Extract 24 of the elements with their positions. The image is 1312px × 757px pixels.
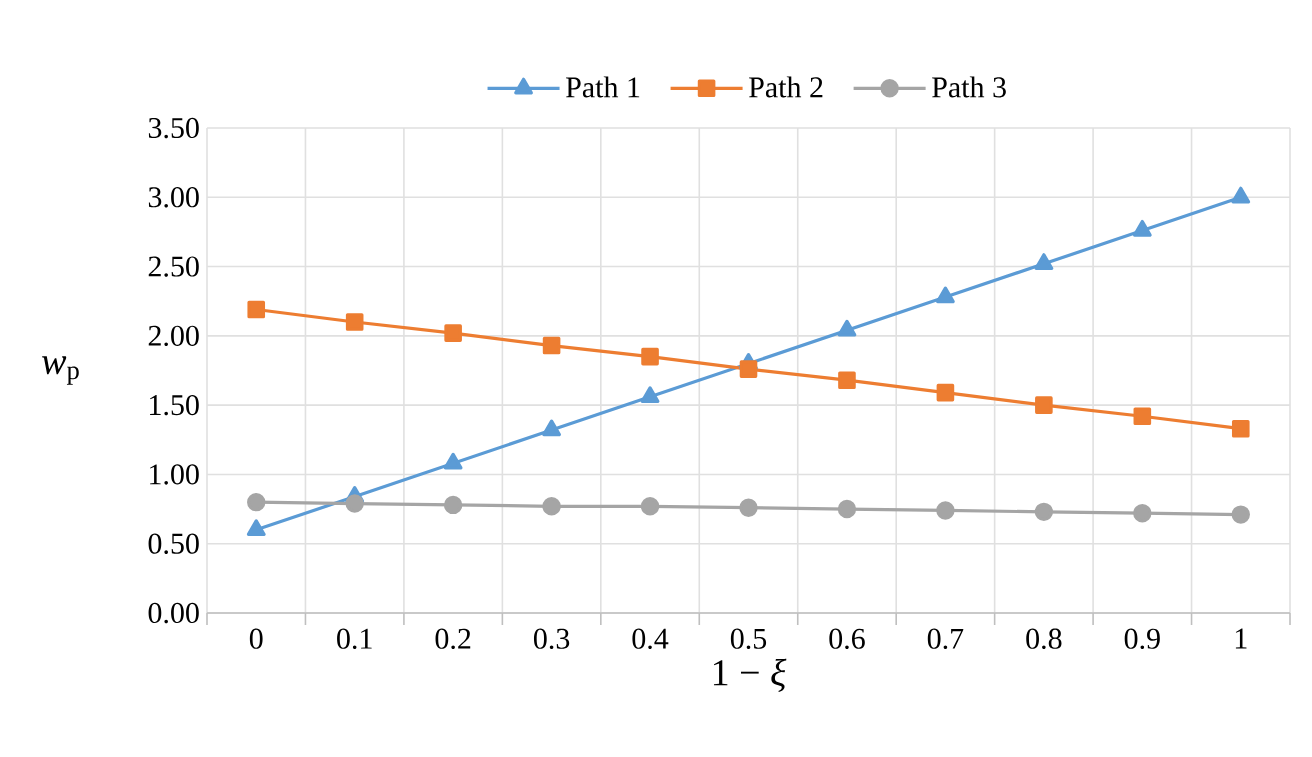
- x-tick-label: 0.3: [533, 628, 570, 649]
- legend-label: Path 1: [566, 76, 640, 98]
- x-tick-label: 0.1: [337, 628, 372, 649]
- y-tick-label: 3.00: [148, 187, 199, 208]
- x-tick-label: 0.6: [829, 628, 865, 649]
- y-tick-label: 3.50: [148, 117, 199, 139]
- x-tick-label: 0.8: [1026, 628, 1062, 649]
- legend-label: Path 3: [932, 76, 1006, 98]
- y-tick-label: 2.50: [148, 256, 199, 277]
- y-axis-title: w$_{p}$: [42, 356, 79, 385]
- y-tick-label: 1.00: [150, 464, 199, 485]
- x-axis-title: 1 − ξ: [713, 658, 787, 692]
- x-tick-label: 0: [249, 628, 263, 649]
- y-tick-label: 0.50: [148, 533, 199, 554]
- x-tick-label: 0.5: [730, 628, 767, 649]
- legend-label: Path 2: [749, 76, 823, 98]
- y-tick-label: 1.50: [150, 394, 199, 416]
- x-tick-label: 0.4: [632, 628, 669, 649]
- x-tick-label: 0.7: [927, 628, 964, 649]
- x-tick-label: 0.9: [1124, 628, 1160, 649]
- y-tick-label: 2.00: [148, 325, 199, 347]
- y-tick-label: 0.00: [148, 602, 199, 624]
- x-tick-label: 1: [1235, 628, 1247, 649]
- x-tick-label: 0.2: [435, 628, 471, 649]
